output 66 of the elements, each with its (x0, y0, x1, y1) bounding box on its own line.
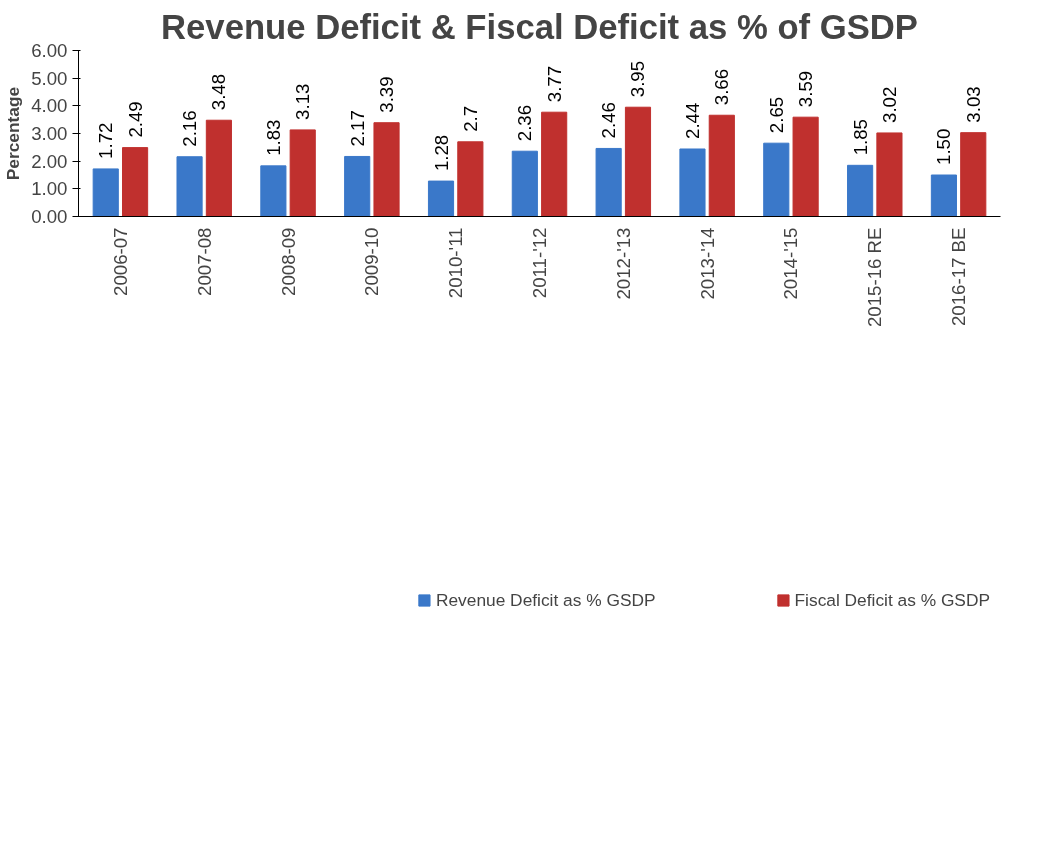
data-label: 2.36 (514, 104, 536, 142)
bar (457, 141, 484, 217)
y-tick-label: 3.00 (31, 123, 68, 144)
data-label: 1.50 (933, 128, 955, 165)
y-tick-label: 2.00 (31, 150, 68, 172)
data-label: 1.85 (849, 119, 871, 156)
x-tick-label: 2012-'13 (612, 227, 634, 300)
x-tick-label: 2009-10 (361, 227, 383, 296)
y-tick-label: 0.00 (31, 206, 68, 227)
data-label: 3.48 (208, 73, 230, 111)
x-tick-label: 2007-08 (193, 227, 215, 296)
bar (511, 150, 538, 217)
bar (344, 155, 371, 217)
data-label: 1.72 (95, 122, 117, 159)
data-label: 1.28 (430, 134, 452, 172)
y-tick-label: 1.00 (31, 178, 68, 200)
bar (373, 122, 400, 217)
data-label: 1.83 (262, 119, 284, 156)
y-axis-title: Percentage (3, 86, 24, 181)
data-label: 2.46 (598, 102, 620, 139)
data-label: 2.49 (124, 101, 146, 138)
data-label: 3.95 (627, 60, 649, 98)
bar (289, 129, 316, 217)
legend-label: Revenue Deficit as % GSDP (435, 589, 656, 611)
x-tick-label: 2013-'14 (696, 227, 718, 300)
x-tick-label: 2016-17 BE (948, 227, 970, 327)
bar (708, 114, 735, 217)
x-tick-label: 2008-09 (277, 227, 299, 296)
x-tick-label: 2010-'11 (445, 227, 467, 299)
x-tick-label: 2006-07 (109, 227, 131, 296)
bar (260, 165, 287, 217)
data-label: 3.39 (376, 76, 398, 113)
data-label: 2.7 (459, 105, 481, 132)
bar (960, 132, 987, 217)
chart-title: Revenue Deficit & Fiscal Deficit as % of GSDP (161, 7, 918, 46)
legend-label: Fiscal Deficit as % GSDP (794, 589, 990, 611)
bar (205, 119, 232, 217)
y-tick-label: 4.00 (31, 95, 68, 117)
bar (176, 156, 203, 217)
bar (541, 111, 568, 217)
bar (876, 132, 903, 217)
bar (763, 142, 790, 217)
x-tick-label: 2015-16 RE (864, 227, 886, 328)
data-label: 3.77 (543, 65, 565, 103)
x-tick-label: 2011-'12 (529, 227, 550, 299)
data-label: 3.02 (878, 86, 900, 123)
data-label: 3.59 (795, 70, 817, 108)
bar (847, 164, 874, 217)
data-label: 3.13 (292, 83, 314, 120)
data-label: 2.65 (765, 96, 787, 134)
bar (624, 106, 652, 217)
y-tick-label: 6.00 (31, 40, 68, 61)
bar (930, 174, 957, 217)
bar (92, 168, 119, 217)
bar (792, 116, 819, 217)
y-tick-label: 5.00 (31, 67, 68, 89)
data-label: 3.03 (962, 86, 984, 123)
bar (427, 180, 455, 217)
bar (122, 147, 149, 217)
data-label: 2.17 (346, 110, 368, 147)
bar (679, 148, 706, 217)
data-label: 3.66 (711, 68, 733, 106)
x-tick-label: 2014-'15 (780, 227, 802, 300)
data-label: 2.16 (179, 110, 201, 147)
data-label: 2.44 (681, 102, 703, 139)
bar (595, 147, 622, 217)
